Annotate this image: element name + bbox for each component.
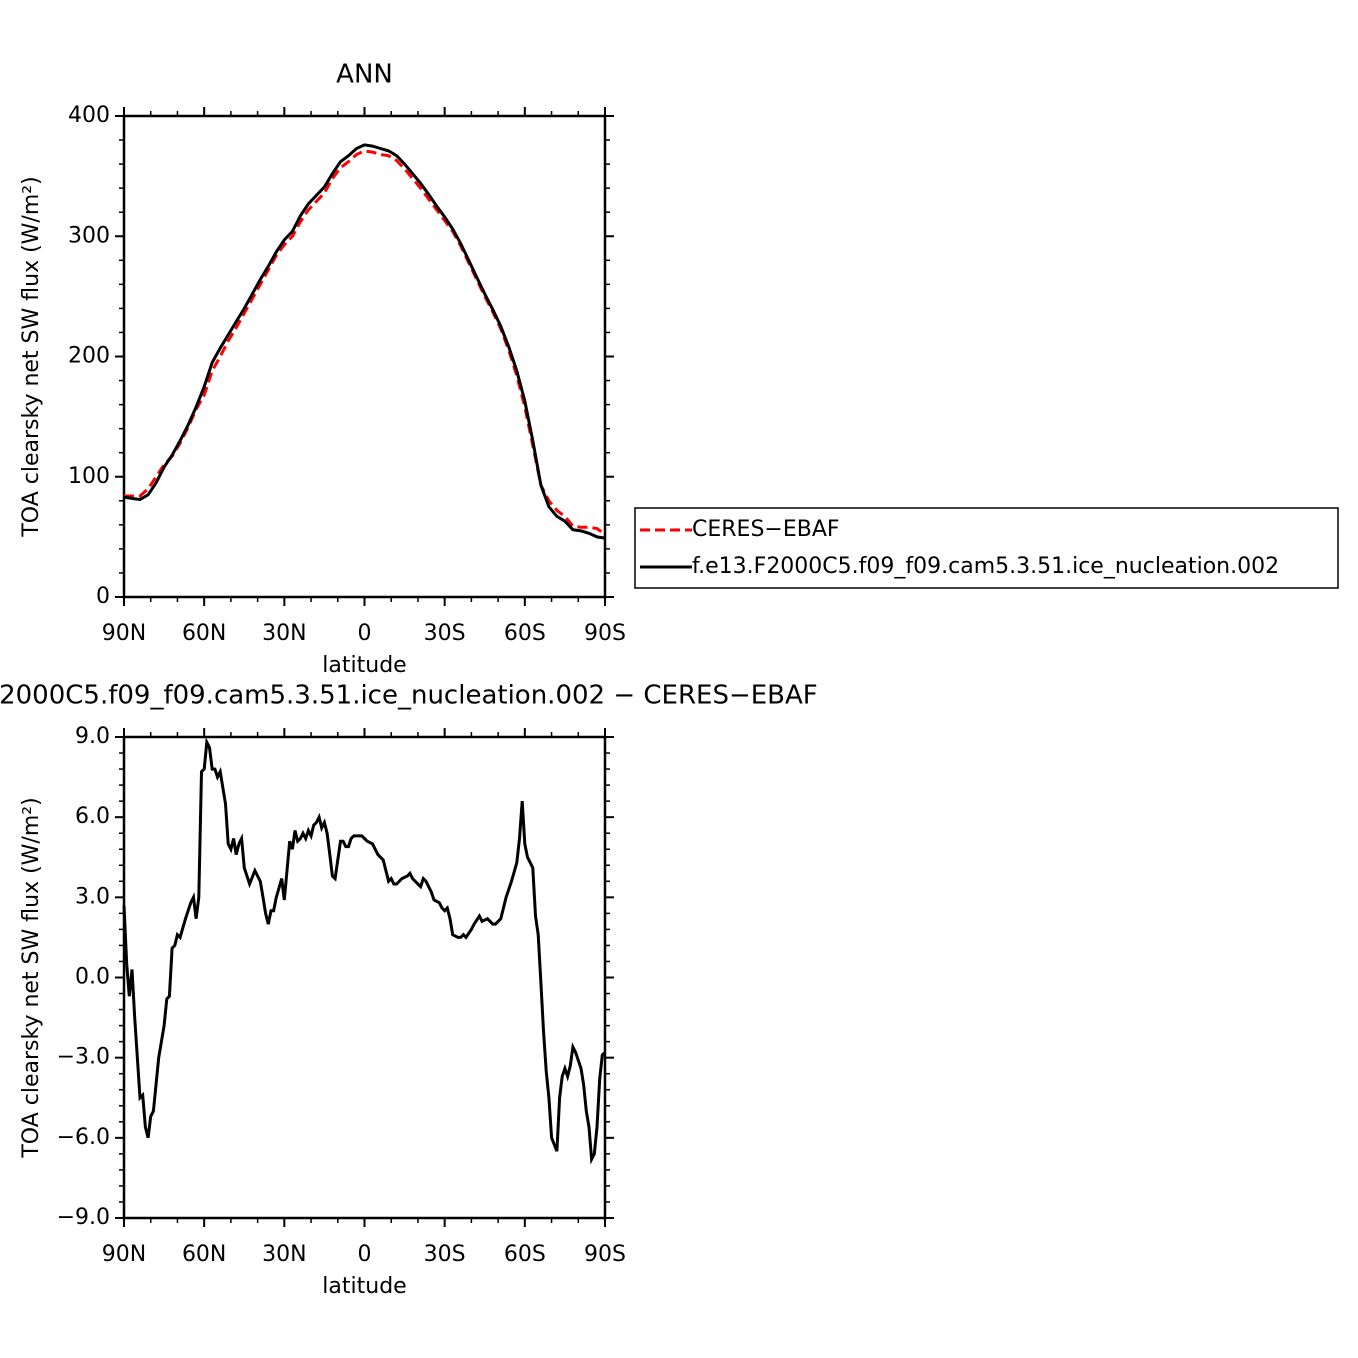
x-tick-label: 30N: [262, 621, 306, 646]
x-tick-label: 30S: [424, 1242, 466, 1267]
y-tick-label: 9.0: [75, 724, 110, 749]
x-tick-label: 90N: [102, 1242, 146, 1267]
y-tick-label: 100: [68, 464, 110, 489]
data-line: [122, 736, 607, 1165]
y-tick-label: 200: [68, 344, 110, 369]
plot-frame: [122, 114, 607, 599]
y-tick-label: −6.0: [57, 1125, 110, 1150]
y-tick-label: 0.0: [75, 965, 110, 990]
y-axis-label: TOA clearsky net SW flux (W/m²): [19, 176, 44, 537]
legend-label: CERES−EBAF: [692, 517, 840, 542]
data-line: [123, 143, 606, 540]
legend-box: [634, 507, 1339, 589]
x-axis-label: latitude: [322, 653, 406, 678]
x-tick-label: 60S: [504, 621, 546, 646]
y-tick-label: 300: [68, 223, 110, 248]
x-tick-label: 60S: [504, 1242, 546, 1267]
y-tick-label: −3.0: [57, 1045, 110, 1070]
data-line: [124, 149, 606, 536]
x-tick-label: 0: [358, 621, 372, 646]
x-tick-label: 90S: [584, 621, 626, 646]
chart-title: ANN: [336, 60, 393, 90]
y-axis-label: TOA clearsky net SW flux (W/m²): [19, 797, 44, 1158]
y-tick-label: 0: [96, 584, 110, 609]
x-tick-label: 60N: [182, 1242, 226, 1267]
x-tick-label: 90S: [584, 1242, 626, 1267]
y-tick-label: −9.0: [57, 1205, 110, 1230]
x-axis-label: latitude: [322, 1274, 406, 1299]
x-tick-label: 30S: [424, 621, 466, 646]
plot-frame: [122, 735, 607, 1220]
y-tick-label: 400: [68, 103, 110, 128]
x-tick-label: 0: [358, 1242, 372, 1267]
y-tick-label: 3.0: [75, 884, 110, 909]
y-tick-label: 6.0: [75, 804, 110, 829]
x-tick-label: 30N: [262, 1242, 306, 1267]
chart-title: f.e13.F2000C5.f09_f09.cam5.3.51.ice_nucl…: [0, 681, 818, 711]
x-tick-label: 90N: [102, 621, 146, 646]
x-tick-label: 60N: [182, 621, 226, 646]
legend-label: f.e13.F2000C5.f09_f09.cam5.3.51.ice_nucl…: [692, 554, 1279, 579]
